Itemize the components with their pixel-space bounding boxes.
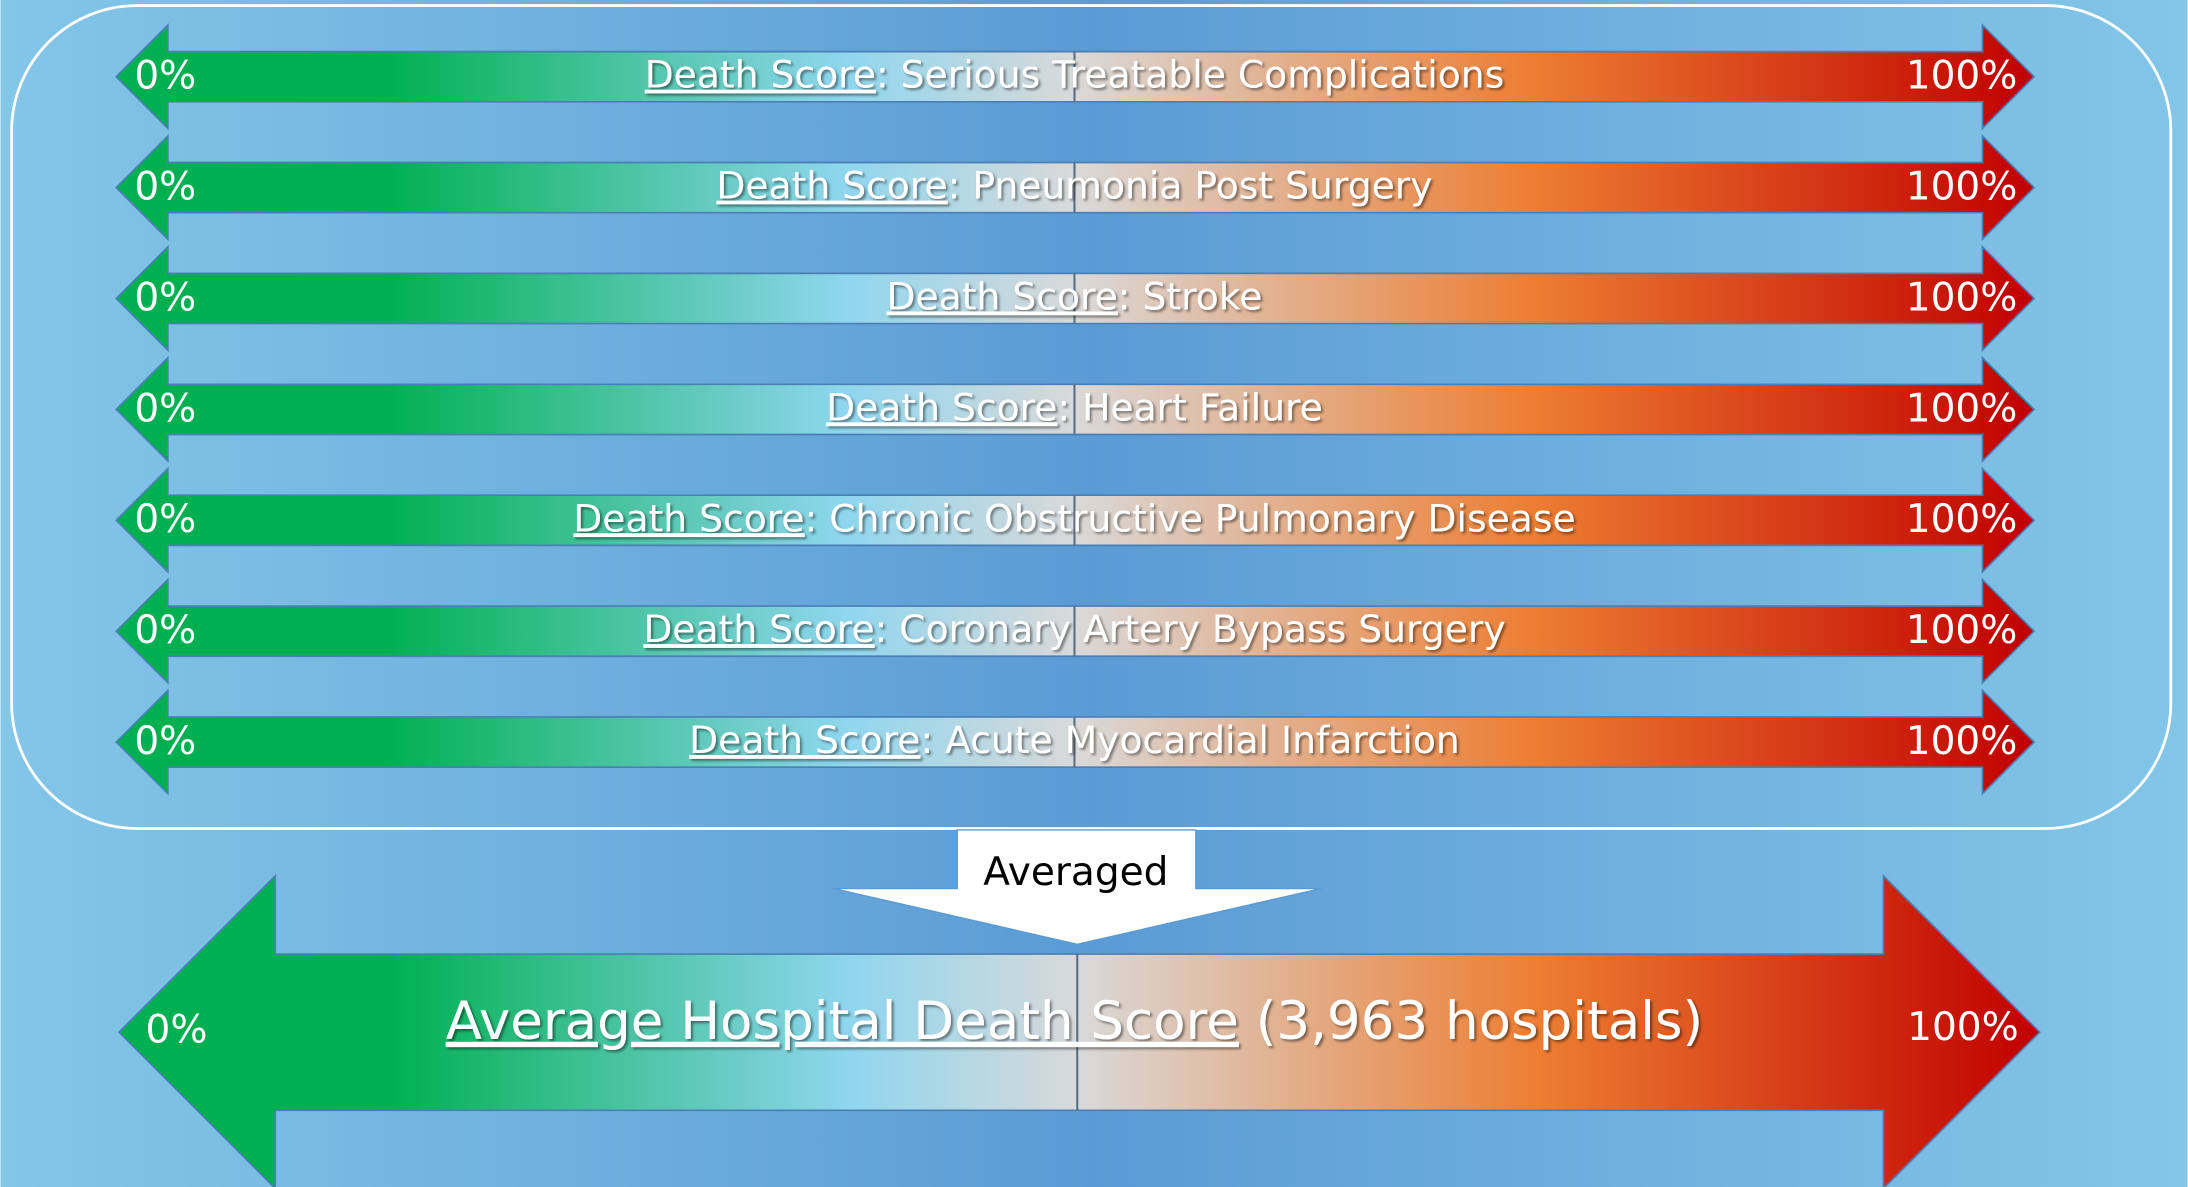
- label-rest: : Heart Failure: [1057, 385, 1322, 429]
- left-percent: 0%: [134, 608, 196, 653]
- averaged-arrow: [833, 829, 1322, 946]
- score-row: Death Score: Serious Treatable Complicat…: [115, 23, 2036, 131]
- score-row: Death Score: Chronic Obstructive Pulmona…: [115, 466, 2036, 574]
- label-rest: : Pneumonia Post Surgery: [948, 163, 1433, 207]
- averaged-label: Averaged: [983, 850, 1168, 895]
- score-rows: Death Score: Serious Treatable Complicat…: [115, 23, 2036, 796]
- right-percent: 100%: [1906, 608, 2018, 653]
- right-percent: 100%: [1907, 1005, 2019, 1050]
- underlined-term: Death Score: [826, 385, 1057, 429]
- right-percent: 100%: [1906, 719, 2018, 764]
- group-frame: [10, 4, 2173, 830]
- underlined-term: Death Score: [573, 496, 804, 540]
- score-row: Death Score: Acute Myocardial Infarction…: [115, 688, 2036, 796]
- left-percent: 0%: [134, 275, 196, 320]
- right-percent: 100%: [1906, 275, 2018, 320]
- double-arrow: [117, 873, 2041, 1187]
- label-rest: : Coronary Artery Bypass Surgery: [875, 607, 1506, 651]
- arrow-label: Death Score: Serious Treatable Complicat…: [645, 52, 1505, 96]
- label-rest: : Acute Myocardial Infarction: [920, 718, 1459, 762]
- label-rest: : Stroke: [1118, 274, 1263, 318]
- arrow-label: Death Score: Chronic Obstructive Pulmona…: [573, 496, 1575, 540]
- right-percent: 100%: [1906, 164, 2018, 209]
- label-rest: : Chronic Obstructive Pulmonary Disease: [805, 496, 1576, 540]
- score-row: Death Score: Stroke 0% 100%: [115, 244, 2036, 353]
- left-percent: 0%: [134, 719, 196, 764]
- arrow-label: Death Score: Heart Failure: [826, 385, 1323, 429]
- right-percent: 100%: [1906, 386, 2018, 431]
- underlined-term: Death Score: [886, 274, 1117, 318]
- right-percent: 100%: [1906, 497, 2018, 542]
- arrow-label: Death Score: Stroke: [886, 274, 1262, 318]
- arrow-label: Death Score: Acute Myocardial Infarction: [689, 718, 1460, 762]
- arrow-label: Average Hospital Death Score (3,963 hosp…: [446, 990, 1704, 1051]
- score-row: Death Score: Pneumonia Post Surgery 0% 100…: [115, 133, 2036, 242]
- left-percent: 0%: [134, 497, 196, 542]
- score-row: Death Score: Coronary Artery Bypass Surg…: [115, 577, 2036, 685]
- summary-arrow: Average Hospital Death Score (3,963 hosp…: [117, 873, 2041, 1187]
- left-percent: 0%: [146, 1008, 208, 1053]
- underlined-term: Death Score: [645, 52, 876, 96]
- right-percent: 100%: [1906, 54, 2018, 99]
- arrow-label: Death Score: Coronary Artery Bypass Surg…: [643, 607, 1505, 651]
- underlined-term: Death Score: [716, 163, 947, 207]
- left-percent: 0%: [134, 54, 196, 99]
- label-rest: (3,963 hospitals): [1239, 990, 1703, 1051]
- label-rest: : Serious Treatable Complications: [876, 52, 1504, 96]
- score-row: Death Score: Heart Failure 0% 100%: [115, 355, 2036, 464]
- left-percent: 0%: [134, 164, 196, 209]
- arrow-label: Death Score: Pneumonia Post Surgery: [716, 163, 1432, 207]
- left-percent: 0%: [134, 386, 196, 431]
- underlined-term: Death Score: [643, 607, 874, 651]
- underlined-term: Death Score: [689, 718, 920, 762]
- underlined-term: Average Hospital Death Score: [446, 990, 1239, 1051]
